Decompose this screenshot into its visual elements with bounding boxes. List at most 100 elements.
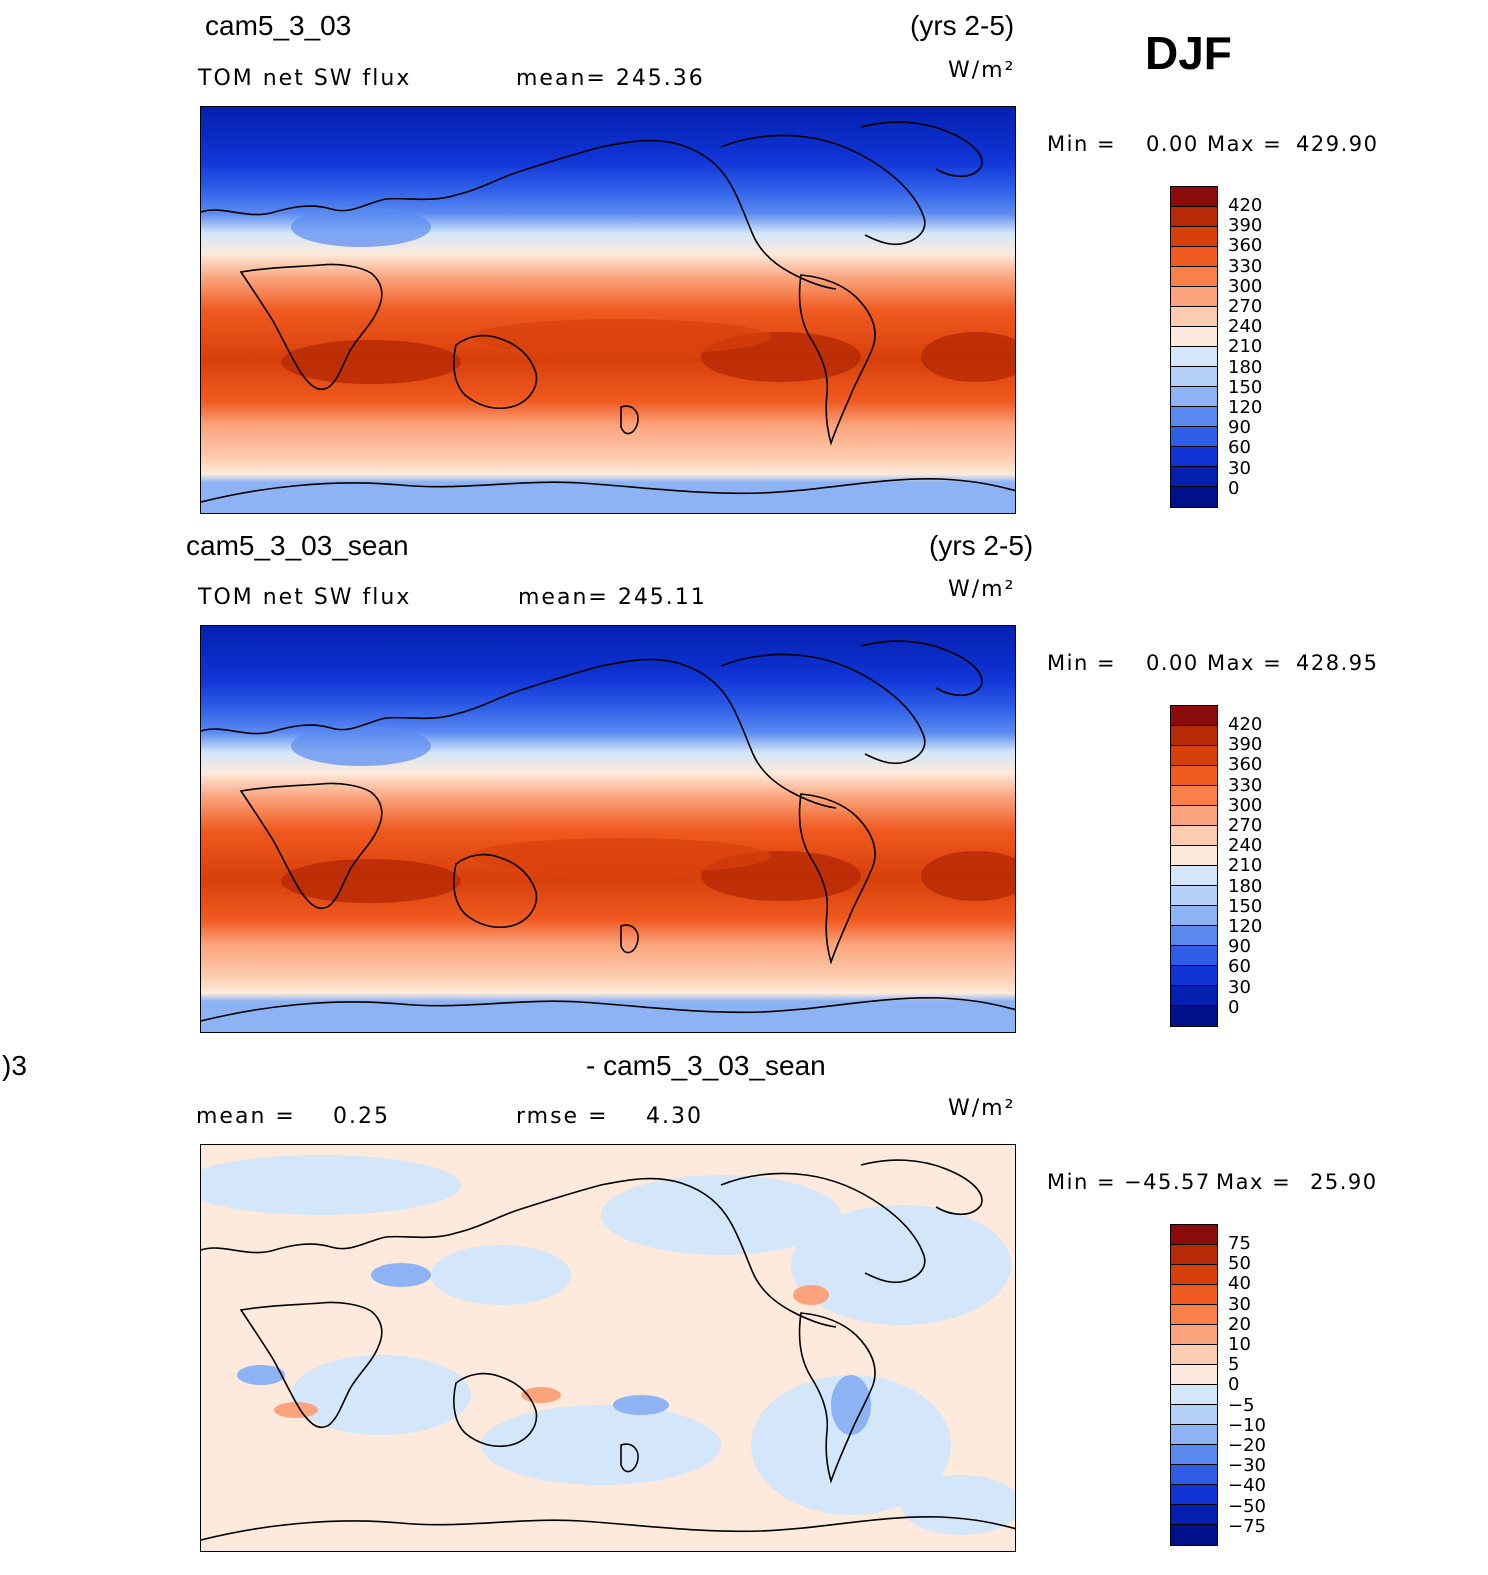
colorbar-cell (1171, 407, 1217, 427)
colorbar-cell (1171, 1425, 1217, 1445)
colorbar-cell (1171, 1245, 1217, 1265)
panel2-map (200, 625, 1016, 1033)
panel3-colorbar (1170, 1224, 1218, 1546)
panel1-case-title: cam5_3_03 (205, 10, 352, 41)
colorbar-cell (1171, 926, 1217, 946)
colorbar-cell (1171, 886, 1217, 906)
panel1-mean: mean= 245.36 (516, 66, 705, 91)
colorbar-cell (1171, 946, 1217, 966)
colorbar-cell (1171, 1465, 1217, 1485)
colorbar-tick-label: 330 (1228, 255, 1263, 277)
colorbar-tick-label: 360 (1228, 754, 1263, 776)
colorbar-cell (1171, 1445, 1217, 1465)
colorbar-cell (1171, 1405, 1217, 1425)
colorbar-tick-label: 50 (1228, 1253, 1251, 1275)
colorbar-cell (1171, 1365, 1217, 1385)
colorbar-cell (1171, 966, 1217, 986)
colorbar-tick-label: 120 (1228, 397, 1263, 419)
colorbar-tick-label: 330 (1228, 774, 1263, 796)
panel3-rmse-label: rmse = (516, 1104, 609, 1129)
colorbar-cell (1171, 786, 1217, 806)
colorbar-cell (1171, 706, 1217, 726)
panel2-variable: TOM net SW flux (198, 585, 412, 610)
colorbar-tick-label: 180 (1228, 875, 1263, 897)
panel2-mean: mean= 245.11 (518, 585, 707, 610)
colorbar-tick-label: 90 (1228, 936, 1251, 958)
panel3-map (200, 1144, 1016, 1552)
colorbar-tick-label: −5 (1228, 1394, 1255, 1416)
colorbar-tick-label: 240 (1228, 835, 1263, 857)
colorbar-cell (1171, 1345, 1217, 1365)
panel3-min-value: −45.57 (1124, 1170, 1211, 1194)
colorbar-tick-label: −50 (1228, 1495, 1266, 1517)
panel3-mean-value: 0.25 (333, 1104, 390, 1129)
colorbar-cell (1171, 347, 1217, 367)
colorbar-tick-label: 210 (1228, 336, 1263, 358)
colorbar-cell (1171, 846, 1217, 866)
colorbar-cell (1171, 327, 1217, 347)
colorbar-tick-label: 390 (1228, 734, 1263, 756)
season-label: DJF (1145, 27, 1232, 79)
colorbar-cell (1171, 1505, 1217, 1525)
panel1-colorbar-labels: 420 390 360 330 300 270 240 210 180 150 120 90 60 30 0 (1228, 195, 1263, 499)
colorbar-cell (1171, 1525, 1217, 1545)
colorbar-cell (1171, 227, 1217, 247)
colorbar-tick-label: −75 (1228, 1515, 1266, 1537)
panel2-min-label: Min = (1047, 651, 1117, 675)
colorbar-cell (1171, 1285, 1217, 1305)
panel2-units: W/m² (948, 577, 1016, 602)
colorbar-cell (1171, 387, 1217, 407)
colorbar-cell (1171, 766, 1217, 786)
colorbar-tick-label: 30 (1228, 1293, 1251, 1315)
colorbar-tick-label: 60 (1228, 437, 1251, 459)
panel3-rmse-value: 4.30 (646, 1104, 703, 1129)
colorbar-cell (1171, 1325, 1217, 1345)
colorbar-tick-label: 270 (1228, 296, 1263, 318)
panel2-max-label: Max = (1207, 651, 1283, 675)
colorbar-tick-label: 0 (1228, 477, 1240, 499)
colorbar-tick-label: 0 (1228, 996, 1240, 1018)
colorbar-cell (1171, 447, 1217, 467)
colorbar-cell (1171, 307, 1217, 327)
colorbar-tick-label: 75 (1228, 1233, 1251, 1254)
colorbar-cell (1171, 806, 1217, 826)
panel3-case-left: )3 (2, 1050, 27, 1081)
colorbar-tick-label: 180 (1228, 356, 1263, 378)
colorbar-cell (1171, 746, 1217, 766)
colorbar-cell (1171, 866, 1217, 886)
panel2-max-value: 428.95 (1296, 651, 1379, 675)
colorbar-tick-label: −40 (1228, 1475, 1266, 1497)
panel2-colorbar-labels: 420 390 360 330 300 270 240 210 180 150 120 90 60 30 0 (1228, 714, 1263, 1018)
colorbar-tick-label: 420 (1228, 714, 1263, 735)
colorbar-cell (1171, 187, 1217, 207)
colorbar-tick-label: 210 (1228, 855, 1263, 877)
colorbar-cell (1171, 267, 1217, 287)
panel3-max-value: 25.90 (1310, 1170, 1378, 1194)
colorbar-tick-label: 270 (1228, 815, 1263, 837)
colorbar-cell (1171, 427, 1217, 447)
colorbar-tick-label: −10 (1228, 1414, 1266, 1436)
colorbar-tick-label: 300 (1228, 275, 1263, 297)
panel2-min-value: 0.00 (1146, 651, 1199, 675)
colorbar-tick-label: 150 (1228, 376, 1263, 398)
colorbar-tick-label: 120 (1228, 916, 1263, 938)
colorbar-tick-label: 420 (1228, 195, 1263, 216)
colorbar-tick-label: 300 (1228, 794, 1263, 816)
colorbar-tick-label: 390 (1228, 215, 1263, 237)
colorbar-cell (1171, 1485, 1217, 1505)
panel1-colorbar (1170, 186, 1218, 508)
colorbar-tick-label: 150 (1228, 895, 1263, 917)
colorbar-tick-label: 240 (1228, 316, 1263, 338)
colorbar-tick-label: 30 (1228, 976, 1251, 998)
panel2-years: (yrs 2-5) (929, 530, 1034, 561)
colorbar-cell (1171, 726, 1217, 746)
colorbar-cell (1171, 1225, 1217, 1245)
colorbar-cell (1171, 367, 1217, 387)
panel1-map (200, 106, 1016, 514)
panel1-units: W/m² (948, 58, 1016, 83)
colorbar-tick-label: 10 (1228, 1334, 1251, 1356)
panel1-max-value: 429.90 (1296, 132, 1379, 156)
panel3-mean-label: mean = (196, 1104, 296, 1129)
colorbar-tick-label: 0 (1228, 1374, 1240, 1396)
colorbar-cell (1171, 1265, 1217, 1285)
